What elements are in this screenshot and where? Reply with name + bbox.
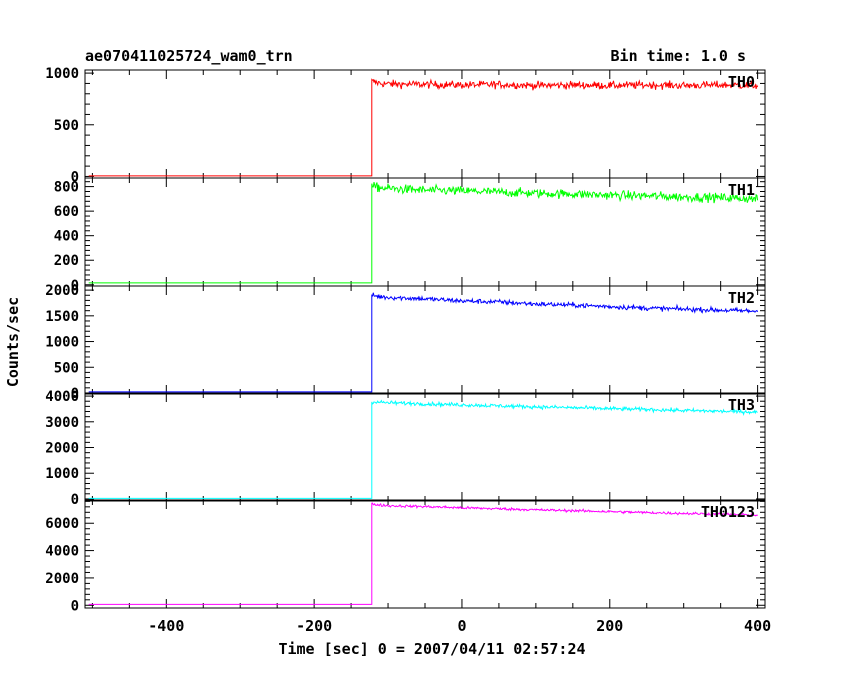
x-axis-label: Time [sec] 0 = 2007/04/11 02:57:24 [278, 640, 585, 658]
y-tick-label: 0 [71, 386, 79, 402]
panels: 0 500 1000 TH0 0 200 400 600 800 TH1 0 500 1000 1500 2… [45, 66, 771, 635]
y-tick-label: 200 [54, 253, 79, 269]
y-tick-label: 4000 [45, 544, 79, 560]
y-axis-label: Counts/sec [4, 297, 22, 387]
y-tick-label: 600 [54, 204, 79, 220]
panel-frame [84, 285, 766, 395]
x-tick-label: 0 [457, 617, 466, 635]
panel-label: TH2 [728, 289, 755, 307]
y-tick-label: 2000 [45, 283, 79, 299]
y-tick-label: 800 [54, 180, 79, 196]
panel-frame [84, 499, 766, 609]
series-line-th2 [88, 292, 759, 393]
y-tick-label: 1500 [45, 309, 79, 325]
series-line-th0123 [88, 502, 758, 605]
y-tick-label: 1000 [45, 466, 79, 482]
y-tick-label: 1000 [45, 335, 79, 351]
y-tick-label: 500 [54, 118, 79, 134]
y-tick-label: 0 [71, 278, 79, 294]
y-tick-label: 3000 [45, 415, 79, 431]
panel-label: TH3 [728, 396, 755, 414]
y-tick-label: 4000 [45, 389, 79, 405]
panel-th3: 0 1000 2000 3000 4000 TH3 [45, 389, 766, 508]
y-tick-label: 500 [54, 360, 79, 376]
y-tick-label: 0 [71, 598, 79, 614]
y-tick-label: 0 [71, 169, 79, 185]
panel-th0123: 0 2000 4000 6000 TH0123 -400 -200 0 200 400 [45, 499, 771, 635]
y-tick-label: 1000 [45, 66, 79, 82]
y-tick-label: 2000 [45, 571, 79, 587]
panel-label: TH0 [728, 73, 755, 91]
x-tick-label: -200 [296, 617, 332, 635]
panel-th1: 0 200 400 600 800 TH1 [54, 177, 766, 294]
x-tick-label: 200 [596, 617, 623, 635]
x-tick-label: -400 [148, 617, 184, 635]
series-line-th1 [88, 181, 759, 284]
panel-label: TH1 [728, 181, 755, 199]
chart-title: ae070411025724_wam0_trn [85, 47, 293, 65]
x-tick-label: 400 [744, 617, 771, 635]
panel-th0: 0 500 1000 TH0 [45, 66, 766, 185]
y-tick-label: 2000 [45, 441, 79, 457]
panel-th2: 0 500 1000 1500 2000 TH2 [45, 283, 766, 402]
y-tick-label: 0 [71, 492, 79, 508]
series-line-th0 [88, 78, 759, 177]
panel-label: TH0123 [701, 503, 755, 521]
series-line-th3 [88, 399, 758, 499]
y-tick-label: 400 [54, 229, 79, 245]
chart-subtitle: Bin time: 1.0 s [611, 47, 746, 65]
y-tick-label: 6000 [45, 516, 79, 532]
